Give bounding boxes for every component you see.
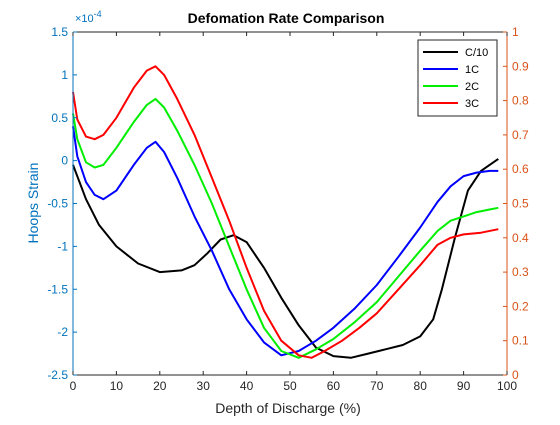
- x-tick-label: 90: [457, 379, 471, 393]
- x-tick-label: 40: [240, 379, 254, 393]
- y-tick-label-right: 0.5: [512, 197, 529, 211]
- series-line-1c: [72, 126, 499, 357]
- y-axis-label-left: Hoops Strain: [25, 163, 41, 244]
- x-tick-label: 0: [70, 379, 77, 393]
- x-tick-label: 70: [370, 379, 384, 393]
- y-tick-label-left: -1: [57, 239, 68, 253]
- left-axis-exponent: ×10-4: [75, 9, 102, 25]
- x-tick-label: 20: [153, 379, 167, 393]
- x-tick-label: 30: [197, 379, 211, 393]
- y-tick-label-right: 0.4: [512, 231, 529, 245]
- series-layer: [72, 65, 499, 359]
- x-tick-label: 60: [327, 379, 341, 393]
- y-tick-label-right: 0.2: [512, 299, 529, 313]
- chart-title: Defomation Rate Comparison: [188, 10, 385, 26]
- series-line-3c: [72, 65, 499, 359]
- legend-label: C/10: [465, 47, 488, 59]
- y-tick-label-left: -2.5: [47, 368, 68, 382]
- legend-label: 1C: [465, 64, 479, 76]
- y-tick-label-right: 0: [512, 368, 519, 382]
- y-tick-label-right: 0.9: [512, 59, 529, 73]
- left-axis-exponent-power: -4: [94, 9, 102, 19]
- y-tick-label-right: 0.7: [512, 128, 529, 142]
- series-line-2c: [72, 97, 499, 359]
- y-tick-label-left: 1: [61, 68, 68, 82]
- y-tick-label-right: 0.8: [512, 94, 529, 108]
- x-axis-label: Depth of Discharge (%): [215, 400, 361, 416]
- y-tick-label-left: 1.5: [51, 25, 68, 39]
- x-tick-label: 100: [497, 379, 517, 393]
- series-line-c10: [72, 158, 499, 359]
- x-tick-label: 80: [414, 379, 428, 393]
- y-tick-label-right: 0.3: [512, 265, 529, 279]
- legend: C/10 1C 2C 3C: [417, 39, 498, 117]
- y-tick-label-left: 0: [61, 154, 68, 168]
- y-tick-label-left: -2: [57, 325, 68, 339]
- y-tick-label-right: 0.6: [512, 162, 529, 176]
- x-tick-label: 50: [283, 379, 297, 393]
- axes-layer: 0 10 20 30 40 50 60 70 80 90 100-2.5-2-1.5-1-0.500…: [47, 25, 529, 393]
- y-tick-label-right: 0.1: [512, 334, 529, 348]
- y-tick-label-left: -1.5: [47, 282, 68, 296]
- x-tick-label: 10: [110, 379, 124, 393]
- left-axis-exponent-base: ×10: [75, 13, 94, 25]
- legend-label: 3C: [465, 98, 479, 110]
- y-tick-label-left: 0.5: [51, 111, 68, 125]
- legend-label: 2C: [465, 81, 479, 93]
- y-tick-label-left: -0.5: [47, 197, 68, 211]
- y-tick-label-right: 1: [512, 25, 519, 39]
